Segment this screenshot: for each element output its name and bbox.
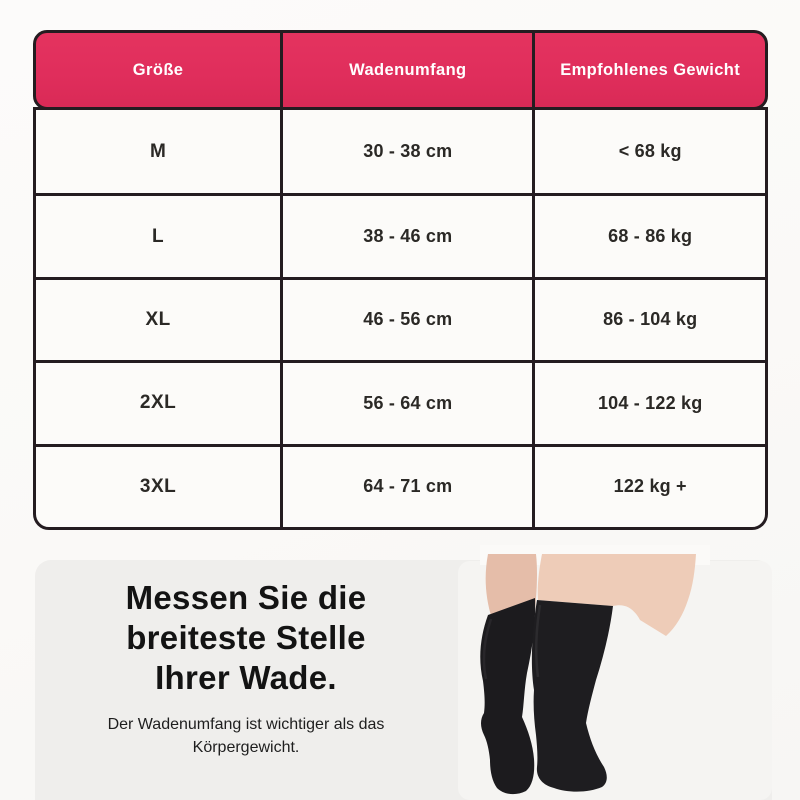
- table-row: L 38 - 46 cm 68 - 86 kg: [36, 193, 765, 277]
- heading-line: Messen Sie die: [125, 579, 367, 616]
- size-table-header-row: Größe Wadenumfang Empfohlenes Gewicht: [33, 30, 768, 110]
- calf-cell: 56 - 64 cm: [280, 363, 532, 444]
- note-line: Körpergewicht.: [192, 739, 300, 756]
- calf-cell: 30 - 38 cm: [280, 110, 532, 194]
- sock-highlight: [482, 618, 493, 680]
- column-header-empfohlenes-gewicht: Empfohlenes Gewicht: [532, 33, 765, 107]
- calf-cell: 64 - 71 cm: [280, 446, 532, 527]
- weight-cell: 122 kg +: [532, 446, 765, 527]
- table-row: 3XL 64 - 71 cm 122 kg +: [36, 443, 765, 527]
- calf-cell: 46 - 56 cm: [280, 279, 532, 361]
- size-cell: 2XL: [139, 392, 177, 414]
- weight-cell: 68 - 86 kg: [532, 196, 765, 277]
- measurement-heading: Messen Sie die breiteste Stelle Ihrer Wa…: [58, 578, 434, 698]
- back-leg-sock: [480, 598, 536, 795]
- note-line: Der Wadenumfang ist wichtiger als das: [107, 716, 385, 733]
- size-table: Größe Wadenumfang Empfohlenes Gewicht M …: [33, 30, 768, 530]
- size-cell: L: [152, 225, 165, 247]
- socks-photo: [458, 545, 772, 800]
- measurement-note: Der Wadenumfang ist wichtiger als das Kö…: [58, 713, 434, 759]
- front-leg-sock: [531, 600, 613, 792]
- table-row: XL 46 - 56 cm 86 - 104 kg: [36, 276, 765, 361]
- size-cell: XL: [145, 308, 171, 330]
- size-cell: M: [149, 140, 167, 162]
- measurement-instruction: Messen Sie die breiteste Stelle Ihrer Wa…: [58, 578, 434, 759]
- heading-line: Ihrer Wade.: [155, 659, 337, 696]
- column-header-groesse: Größe: [132, 60, 184, 79]
- column-header-wadenumfang: Wadenumfang: [280, 33, 532, 107]
- sock-highlight: [535, 604, 542, 678]
- table-row: M 30 - 38 cm < 68 kg: [36, 110, 765, 194]
- weight-cell: 86 - 104 kg: [532, 279, 765, 361]
- front-leg-skin: [537, 554, 696, 636]
- size-table-body: M 30 - 38 cm < 68 kg L 38 - 46 cm 68 - 8…: [33, 107, 768, 530]
- weight-cell: < 68 kg: [532, 110, 765, 194]
- table-row: 2XL 56 - 64 cm 104 - 122 kg: [36, 360, 765, 444]
- weight-cell: 104 - 122 kg: [532, 363, 765, 444]
- size-cell: 3XL: [139, 475, 177, 497]
- heading-line: breiteste Stelle: [126, 619, 366, 656]
- calf-cell: 38 - 46 cm: [280, 196, 532, 277]
